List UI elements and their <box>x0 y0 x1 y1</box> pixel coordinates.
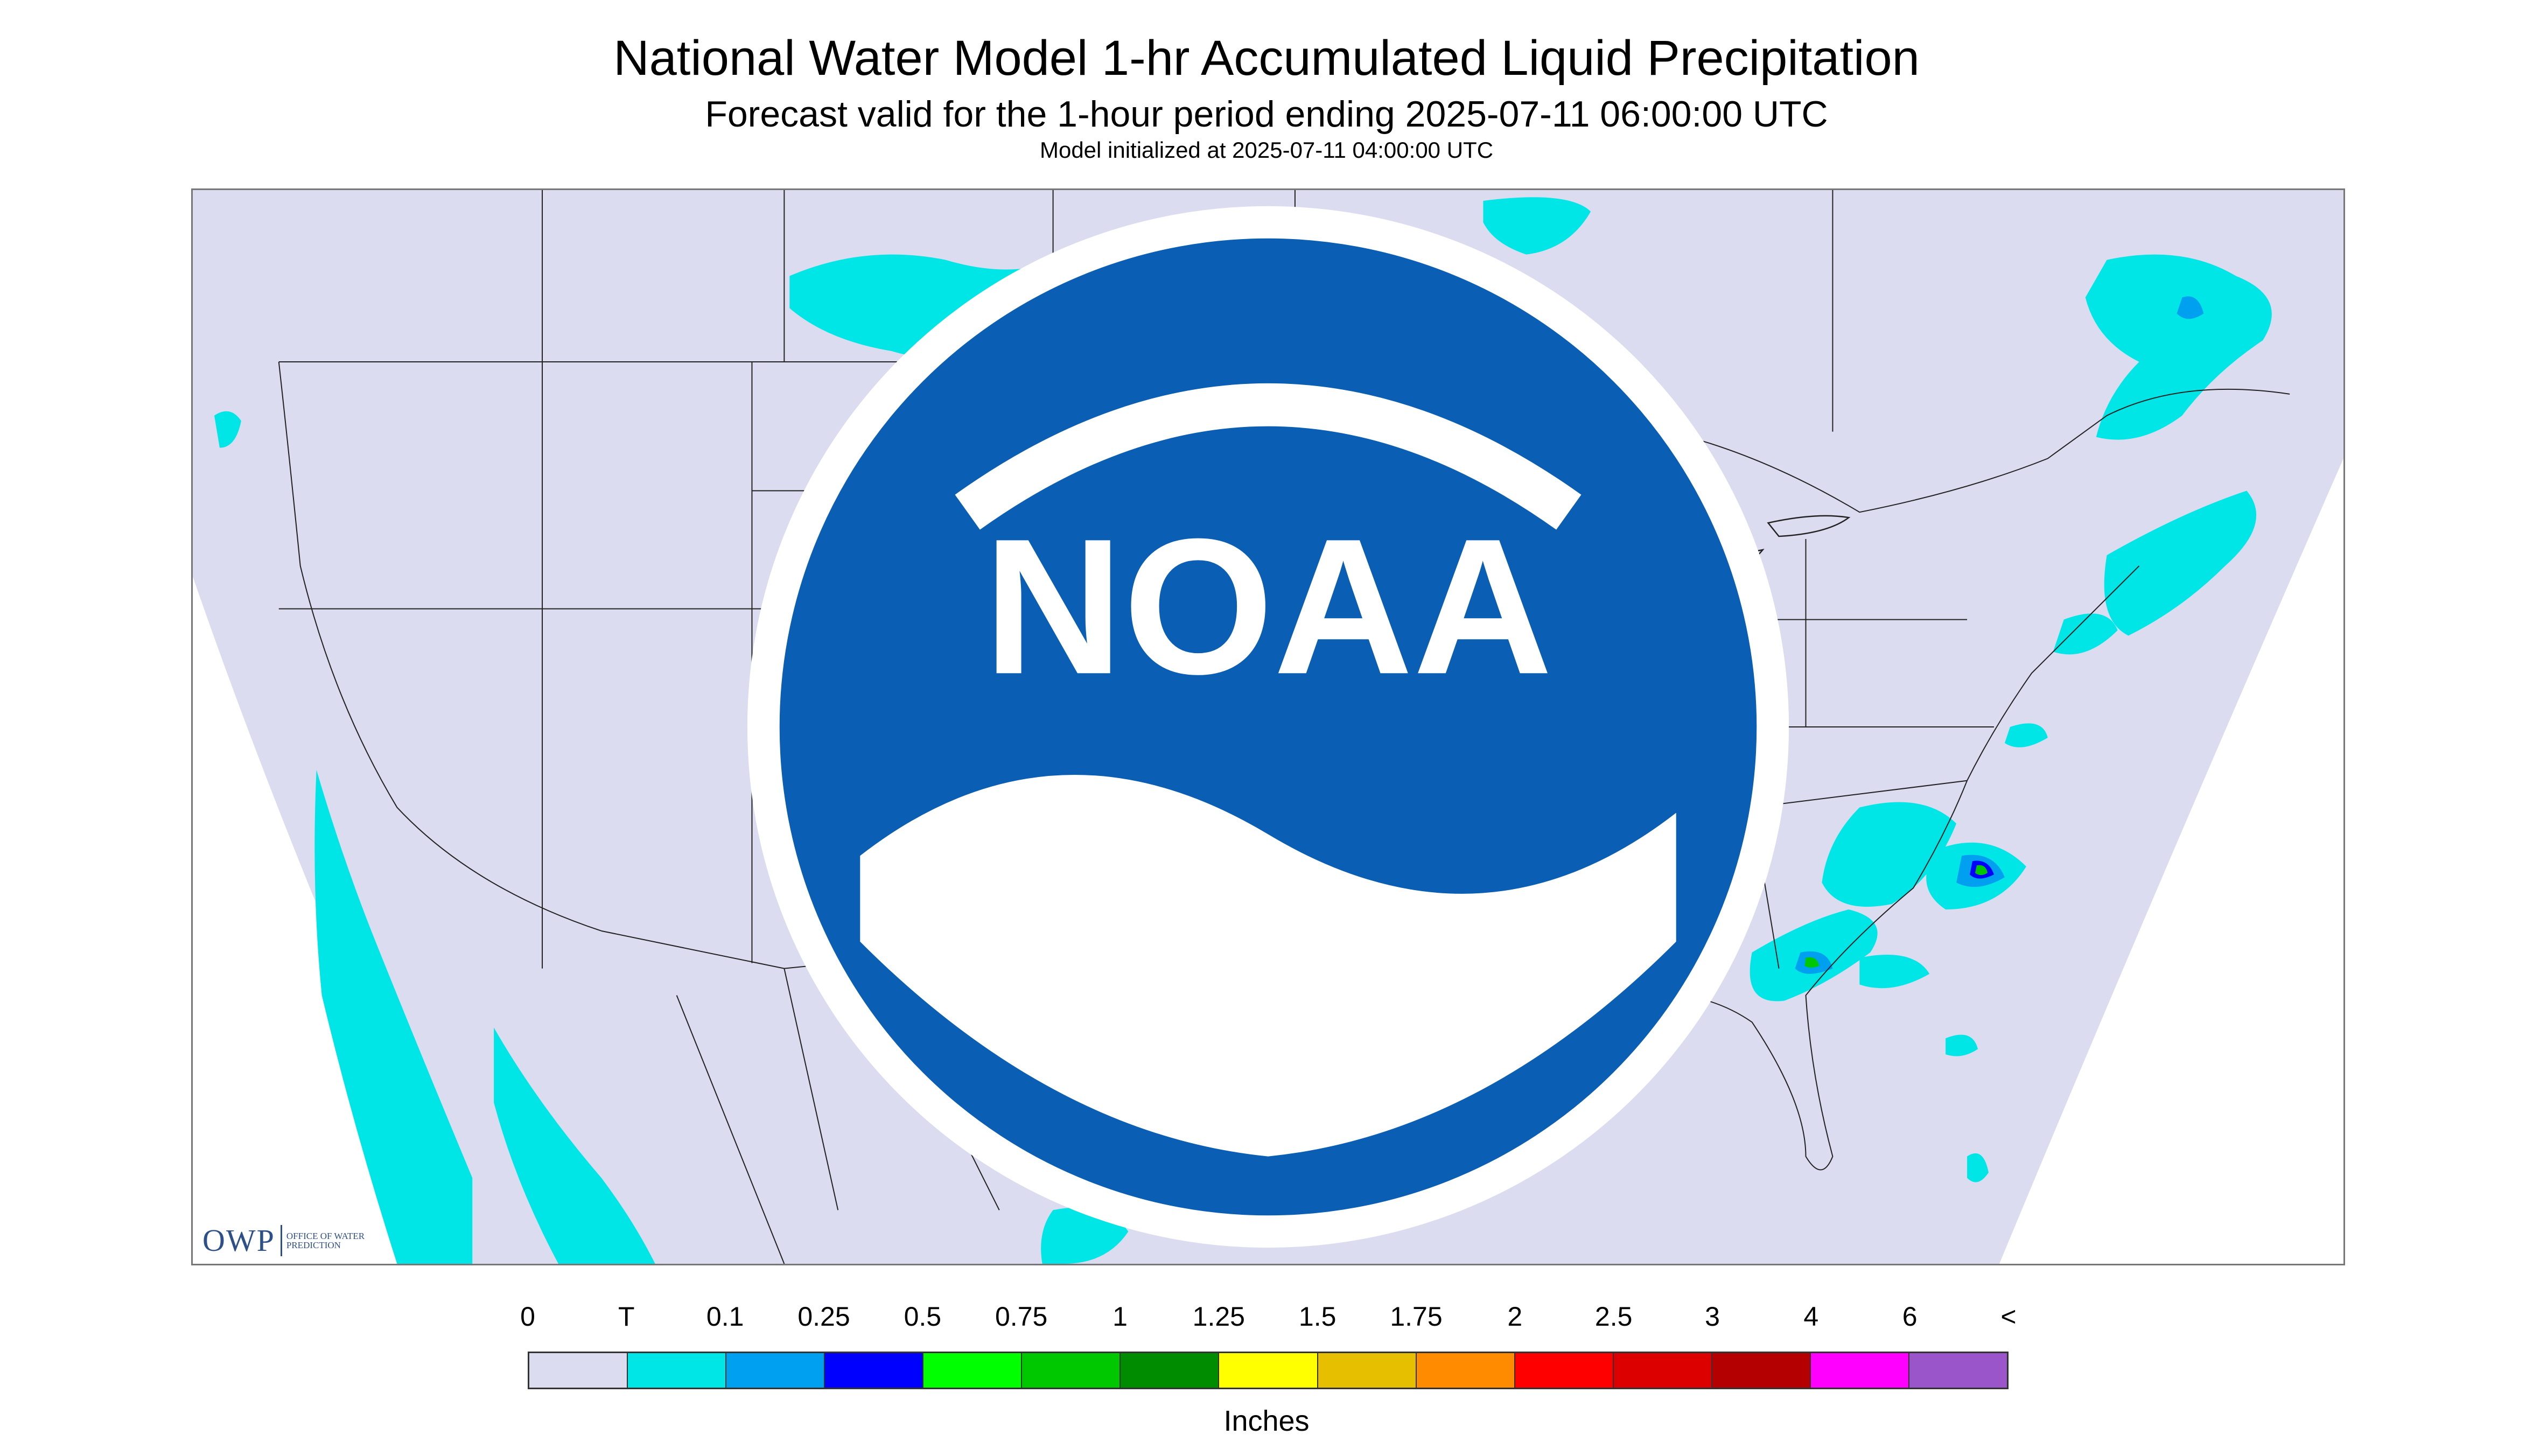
owp-logo-mark: OWP <box>202 1225 282 1256</box>
legend-label: 1.5 <box>1298 1301 1337 1332</box>
precip-heavy-ga <box>1804 957 1820 968</box>
precip-mid-atlantic <box>2004 723 2048 747</box>
model-init-time: Model initialized at 2025-07-11 04:00:00… <box>1039 137 1494 163</box>
owp-logo: OWP Office of Water Prediction <box>202 1225 367 1256</box>
legend-label: 4 <box>1803 1301 1819 1332</box>
legend-swatch <box>1909 1353 2007 1388</box>
legend-swatch <box>1515 1353 1614 1388</box>
legend-swatch <box>1318 1353 1417 1388</box>
legend-colorbar <box>528 1352 2009 1389</box>
legend-swatch <box>529 1353 628 1388</box>
legend-label: 1 <box>1112 1301 1128 1332</box>
legend-swatch <box>1712 1353 1811 1388</box>
noaa-logo-text: NOAA <box>984 499 1553 715</box>
legend-label: 0.5 <box>904 1301 942 1332</box>
owp-logo-text: Office of Water Prediction <box>286 1231 365 1250</box>
precip-light-qc <box>2177 296 2204 319</box>
legend-swatch <box>1121 1353 1220 1388</box>
legend-labels: 0 T 0.1 0.25 0.5 0.75 1 1.25 1.5 1.75 2 2.5 3 4 6 < <box>520 1301 2017 1335</box>
precip-baja <box>494 1027 655 1264</box>
legend-label: 2 <box>1507 1301 1523 1332</box>
map-subtitle: Forecast valid for the 1-hour period end… <box>705 94 1828 135</box>
legend-label: T <box>618 1301 635 1332</box>
lake-ontario <box>1767 515 1851 537</box>
precip-bahamas <box>1967 1153 1989 1182</box>
precip-nc <box>1822 802 1957 907</box>
legend-label: 1.25 <box>1192 1301 1245 1332</box>
precip-ne-coast <box>2053 613 2118 655</box>
legend-label: 6 <box>1902 1301 1918 1332</box>
legend-label: 0 <box>520 1301 535 1332</box>
color-legend: 0 T 0.1 0.25 0.5 0.75 1 1.25 1.5 1.75 2 2.5 3 4 6 < <box>520 1301 2017 1389</box>
legend-swatch <box>1022 1353 1121 1388</box>
legend-units: Inches <box>1223 1405 1310 1437</box>
legend-label: 0.1 <box>706 1301 744 1332</box>
legend-label: < <box>2000 1301 2017 1332</box>
legend-swatch <box>1219 1353 1318 1388</box>
precipitation-map[interactable]: OWP Office of Water Prediction NOAA <box>191 188 2345 1265</box>
precip-new-england <box>2104 491 2257 636</box>
precip-nw-corner <box>214 411 241 448</box>
legend-swatch <box>628 1353 727 1388</box>
legend-swatch <box>923 1353 1023 1388</box>
precip-fl-offshore <box>1946 1034 1978 1056</box>
legend-swatch <box>1810 1353 1909 1388</box>
legend-label: 0.25 <box>797 1301 850 1332</box>
noaa-logo: NOAA <box>747 206 1789 1248</box>
legend-label: 1.75 <box>1390 1301 1443 1332</box>
legend-label: 0.75 <box>995 1301 1048 1332</box>
precip-ontario <box>1483 197 1591 255</box>
west-coast <box>278 361 602 932</box>
legend-swatch <box>1416 1353 1515 1388</box>
precip-pacific-west <box>314 769 473 1264</box>
precip-heavy-nc <box>1975 865 1988 876</box>
legend-swatch <box>825 1353 924 1388</box>
precip-quebec <box>2085 254 2272 440</box>
legend-label: 2.5 <box>1594 1301 1633 1332</box>
legend-label: 3 <box>1705 1301 1720 1332</box>
legend-swatch <box>1613 1353 1712 1388</box>
map-title: National Water Model 1-hr Accumulated Li… <box>613 31 1920 86</box>
precip-ga-offshore <box>1859 955 1930 989</box>
legend-swatch <box>726 1353 825 1388</box>
